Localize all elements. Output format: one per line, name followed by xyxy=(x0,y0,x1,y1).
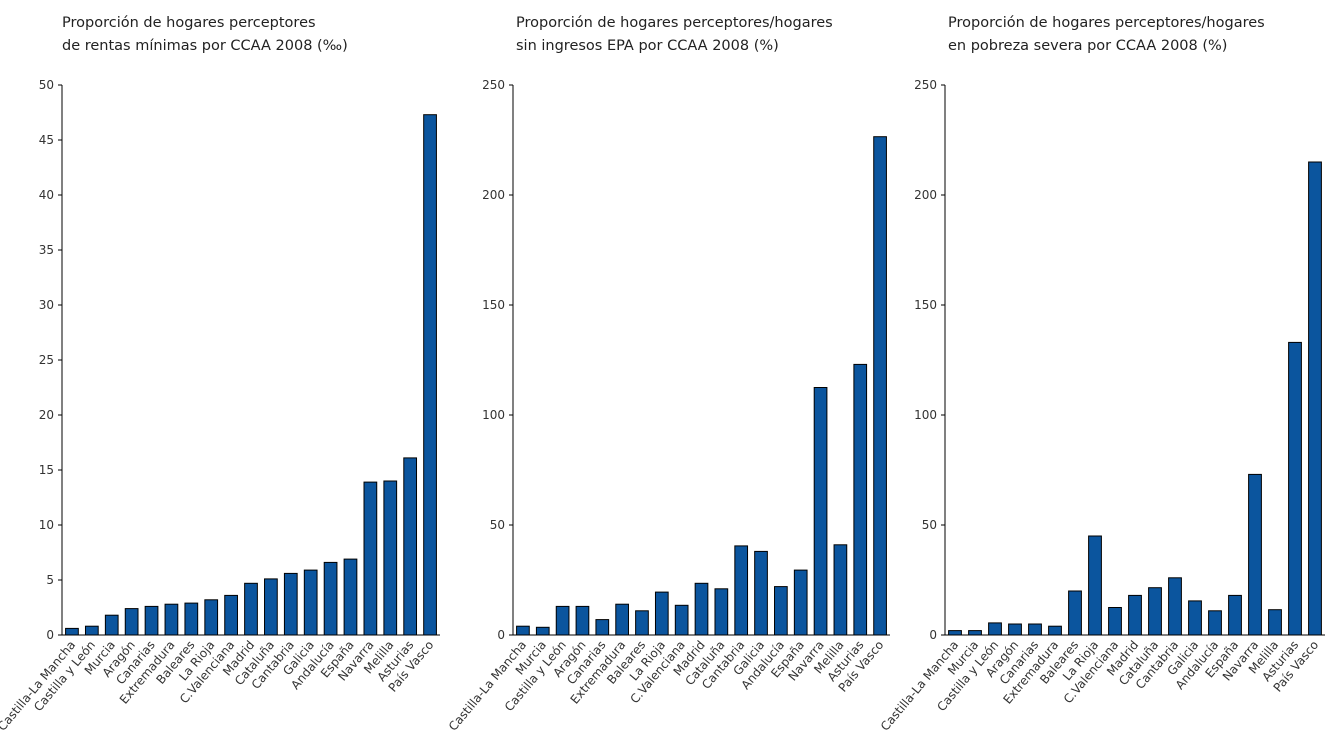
bar xyxy=(104,614,119,636)
y-tick-label: 50 xyxy=(39,78,54,92)
chart-title: sin ingresos EPA por CCAA 2008 (%) xyxy=(516,38,779,54)
bar xyxy=(323,561,338,636)
bar xyxy=(303,569,318,636)
bar xyxy=(1208,610,1222,636)
y-tick-label: 0 xyxy=(46,628,54,642)
bar xyxy=(555,605,570,636)
y-tick-label: 50 xyxy=(490,518,505,532)
bar xyxy=(383,480,398,636)
chart-title: Proporción de hogares perceptores xyxy=(62,15,316,31)
y-tick-label: 150 xyxy=(482,298,505,312)
bar xyxy=(635,610,649,636)
x-tick-label: Castilla-La Mancha xyxy=(0,638,78,734)
y-tick-label: 200 xyxy=(914,188,937,202)
bar xyxy=(1168,577,1182,636)
bar xyxy=(244,582,258,636)
bar xyxy=(595,619,610,636)
bar xyxy=(813,387,828,636)
bar xyxy=(363,481,378,636)
bar xyxy=(1148,587,1162,636)
bar xyxy=(754,550,768,636)
bar xyxy=(283,572,298,636)
bar xyxy=(1068,590,1082,636)
bar xyxy=(65,627,79,636)
bar xyxy=(1128,594,1142,636)
y-tick-label: 45 xyxy=(39,133,54,147)
bar xyxy=(793,569,808,636)
bar xyxy=(1228,594,1242,636)
bar xyxy=(84,625,99,636)
bar xyxy=(714,588,729,636)
y-tick-label: 40 xyxy=(39,188,54,202)
bar xyxy=(264,578,278,636)
y-tick-label: 50 xyxy=(922,518,937,532)
y-tick-label: 250 xyxy=(482,78,505,92)
bar xyxy=(988,622,1002,636)
bar xyxy=(1028,623,1042,636)
bar xyxy=(694,582,709,636)
bar xyxy=(1008,623,1022,636)
bar xyxy=(1188,600,1202,636)
bar xyxy=(833,544,848,636)
y-tick-label: 35 xyxy=(39,243,54,257)
bar xyxy=(615,603,629,636)
x-tick-label: Castilla-La Mancha xyxy=(878,638,961,734)
y-tick-label: 200 xyxy=(482,188,505,202)
bar xyxy=(224,594,238,636)
bar xyxy=(948,630,962,636)
bar xyxy=(124,608,139,636)
chart-title: Proporción de hogares perceptores/hogare… xyxy=(516,15,833,31)
bar xyxy=(575,605,590,636)
bar xyxy=(774,586,788,636)
bar xyxy=(343,558,358,636)
bar xyxy=(1088,535,1102,636)
chart-title: en pobreza severa por CCAA 2008 (%) xyxy=(948,38,1227,54)
bar xyxy=(1248,473,1262,636)
y-tick-label: 20 xyxy=(39,408,54,422)
bar xyxy=(144,605,159,636)
bar xyxy=(1268,609,1282,636)
bar xyxy=(853,363,868,636)
y-tick-label: 100 xyxy=(914,408,937,422)
y-tick-label: 30 xyxy=(39,298,54,312)
bar xyxy=(164,603,179,636)
y-tick-label: 100 xyxy=(482,408,505,422)
bar xyxy=(204,599,219,636)
bar xyxy=(403,457,418,636)
bar xyxy=(535,626,550,636)
chart-title: Proporción de hogares perceptores/hogare… xyxy=(948,15,1265,31)
bar xyxy=(184,602,199,636)
y-tick-label: 25 xyxy=(39,353,54,367)
bar xyxy=(1308,161,1322,636)
y-tick-label: 0 xyxy=(497,628,505,642)
y-tick-label: 10 xyxy=(39,518,54,532)
bar xyxy=(423,114,437,636)
chart-title: de rentas mínimas por CCAA 2008 (‰) xyxy=(62,38,348,54)
bar xyxy=(1288,341,1302,636)
bar xyxy=(873,136,887,636)
bar xyxy=(1108,607,1122,636)
y-tick-label: 15 xyxy=(39,463,54,477)
y-tick-label: 250 xyxy=(914,78,937,92)
y-tick-label: 0 xyxy=(929,628,937,642)
bar xyxy=(654,591,669,636)
bar xyxy=(1048,625,1062,636)
bar xyxy=(968,630,982,636)
bar xyxy=(516,625,530,636)
bar xyxy=(674,604,689,636)
bar xyxy=(734,545,749,636)
x-tick-label: Castilla-La Mancha xyxy=(446,638,529,734)
y-tick-label: 150 xyxy=(914,298,937,312)
y-tick-label: 5 xyxy=(46,573,54,587)
